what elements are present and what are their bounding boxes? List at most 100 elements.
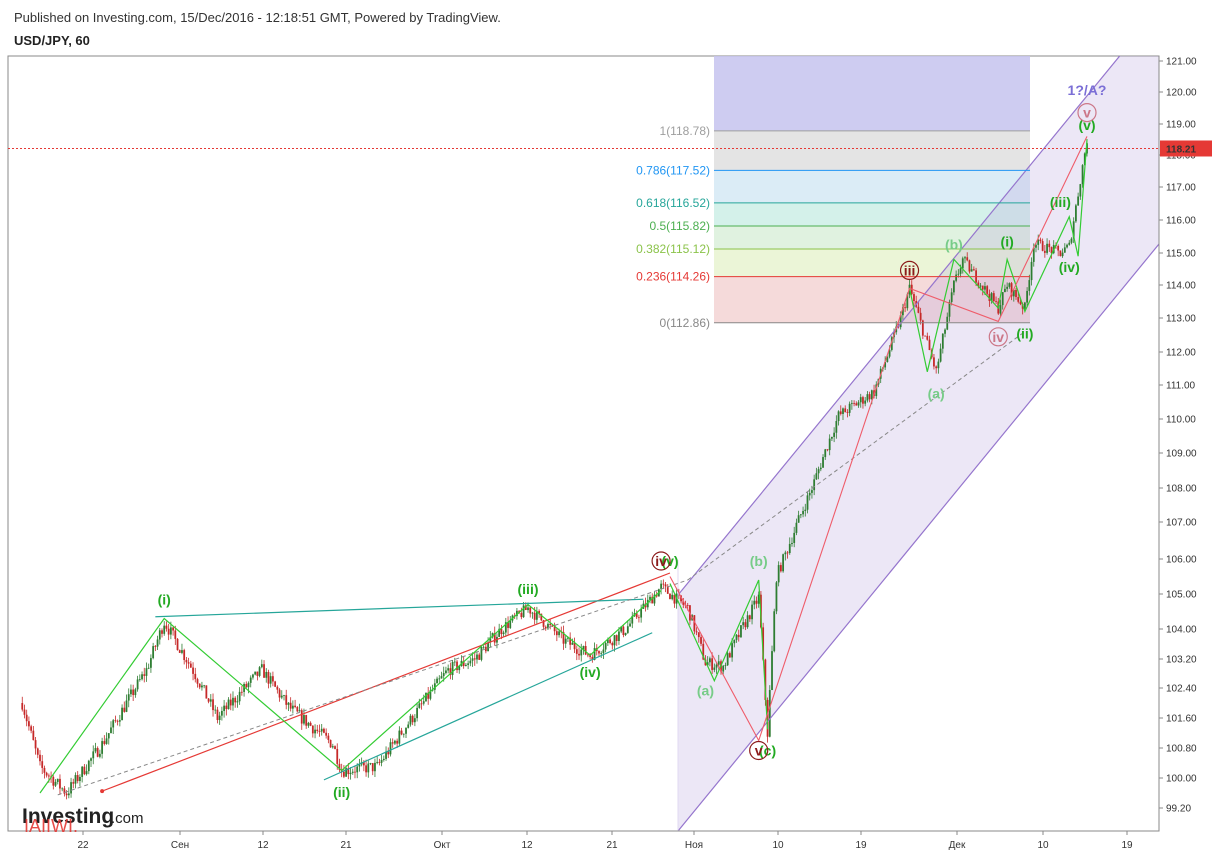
candle-body: [283, 695, 285, 696]
candle-body: [584, 646, 587, 655]
candle-body: [587, 654, 589, 656]
candle-body: [318, 730, 321, 732]
candle-body: [578, 653, 580, 656]
published-header: Published on Investing.com, 15/Dec/2016 …: [14, 10, 501, 25]
candle-body: [706, 662, 709, 666]
y-tick-label: 114.00: [1166, 281, 1196, 292]
candle-body: [1010, 283, 1013, 297]
candle-body: [988, 293, 991, 301]
candle-body: [90, 758, 92, 761]
candle-body: [183, 650, 186, 661]
candle-body: [950, 292, 953, 302]
candle-body: [697, 632, 700, 638]
candle-body: [107, 733, 110, 739]
candle-body: [524, 605, 527, 611]
candle-body: [187, 662, 190, 664]
candle-body: [402, 733, 405, 735]
fib-label-0.382: 0.382(115.12): [636, 242, 710, 256]
candle-body: [957, 273, 960, 275]
candle-body: [824, 449, 827, 458]
candle-body: [906, 294, 909, 309]
candle-body: [161, 630, 163, 634]
candle-body: [831, 436, 833, 439]
candle-body: [618, 631, 620, 641]
candle-body: [52, 776, 55, 786]
candle-body: [673, 594, 676, 604]
candle-body: [713, 667, 716, 670]
wave-label: v: [755, 743, 763, 759]
candle-body: [1041, 241, 1044, 251]
candle-body: [1068, 242, 1071, 245]
candle-body: [937, 361, 940, 369]
candle-body: [285, 695, 288, 705]
x-tick-label: 10: [772, 840, 784, 851]
wave-label: 1?/A?: [1068, 82, 1107, 98]
y-tick-label: 113.00: [1166, 314, 1196, 325]
candle-body: [336, 748, 339, 764]
candle-body: [54, 781, 57, 786]
candle-body: [232, 697, 234, 706]
candle-body: [926, 335, 929, 340]
candle-body: [478, 654, 481, 660]
candle-body: [422, 701, 425, 704]
candle-body: [79, 776, 81, 782]
candle-body: [964, 257, 966, 259]
candle-body: [163, 625, 166, 634]
candle-body: [1066, 244, 1068, 248]
candle-body: [223, 705, 226, 711]
candle-body: [114, 720, 117, 722]
candle-body: [835, 421, 838, 433]
candle-body: [385, 751, 387, 759]
candle-body: [236, 701, 239, 703]
candle-body: [817, 469, 820, 474]
wave-label: (i): [1001, 233, 1014, 249]
candle-body: [1046, 243, 1048, 253]
candle-body: [28, 721, 30, 727]
candle-body: [63, 788, 66, 794]
candle-body: [198, 683, 201, 688]
candle-body: [138, 679, 141, 681]
x-tick-label: 12: [257, 840, 269, 851]
candle-body: [349, 772, 352, 775]
candle-body: [702, 643, 705, 660]
candle-body: [433, 683, 436, 690]
wave-label: (ii): [1016, 325, 1033, 341]
candle-body: [786, 552, 789, 554]
candle-body: [245, 683, 248, 688]
candle-body: [626, 626, 629, 633]
candle-body: [591, 656, 594, 660]
candle-body: [249, 677, 252, 683]
candle-body: [992, 293, 995, 302]
candle-body: [635, 613, 638, 618]
candle-body: [968, 260, 971, 272]
candle-body: [804, 509, 807, 512]
candle-body: [405, 727, 407, 734]
candle-body: [535, 611, 538, 620]
candle-body: [731, 643, 733, 658]
candle-body: [274, 681, 277, 687]
candle-body: [407, 724, 410, 728]
candle-body: [61, 788, 64, 790]
candle-body: [959, 268, 962, 274]
candle-body: [143, 674, 146, 676]
candle-body: [127, 694, 130, 701]
candle-body: [1008, 283, 1011, 287]
y-tick-label: 115.00: [1166, 249, 1196, 260]
candle-body: [287, 702, 290, 705]
candle-body: [121, 707, 123, 721]
candle-body: [134, 689, 137, 696]
candle-body: [1006, 286, 1009, 289]
candle-body: [848, 403, 851, 413]
candle-body: [440, 676, 443, 679]
candle-body: [118, 720, 121, 722]
candle-body: [740, 625, 742, 638]
candle-body: [1061, 252, 1064, 257]
candle-body: [400, 730, 403, 735]
candle-body: [555, 631, 558, 636]
candle-body: [571, 642, 574, 645]
candle-body: [853, 403, 855, 404]
candle-body: [167, 628, 170, 635]
candle-body: [788, 543, 791, 554]
candle-body: [320, 728, 323, 732]
candle-body: [1086, 143, 1088, 154]
